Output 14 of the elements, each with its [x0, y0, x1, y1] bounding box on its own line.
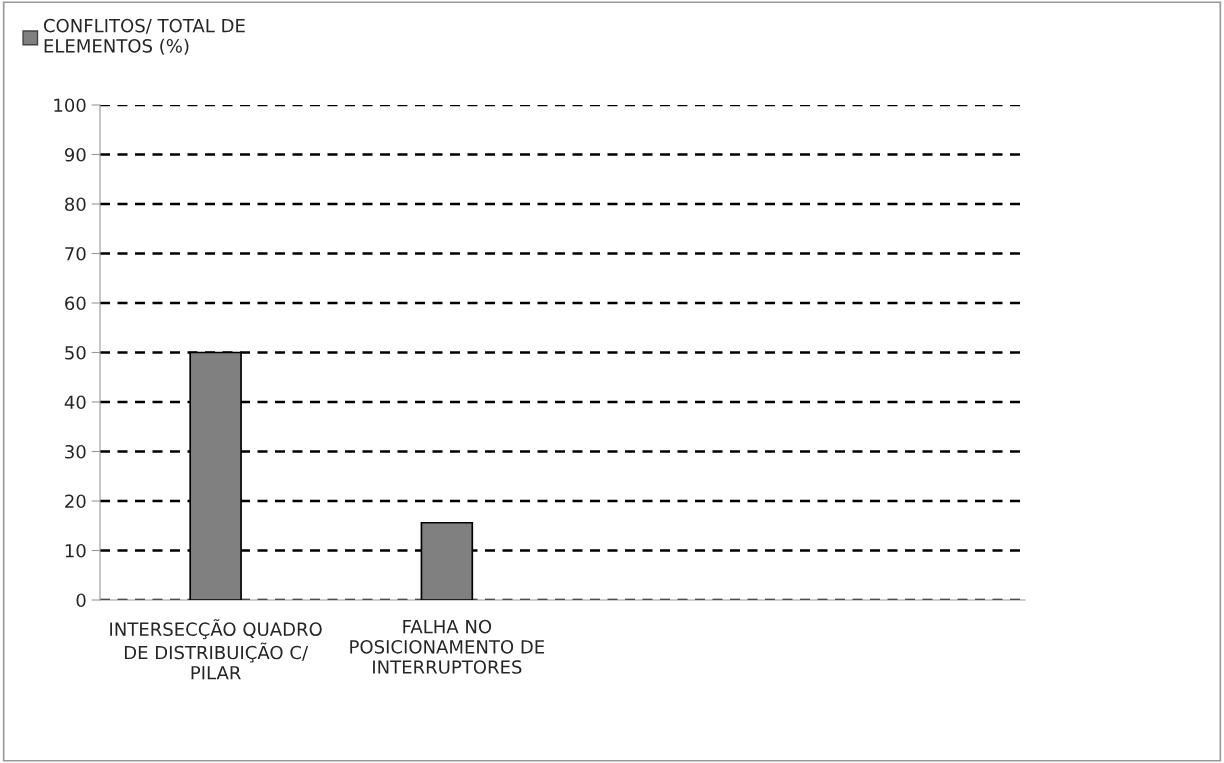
y-tick-label: 30: [65, 444, 86, 459]
y-tick-label: 80: [65, 197, 86, 212]
legend-label: CONFLITOS/ TOTAL DE ELEMENTOS (%): [43, 18, 245, 55]
y-tick-label: 100: [54, 98, 86, 113]
y-tick-label: 90: [64, 147, 86, 162]
y-tick-label: 70: [65, 246, 86, 261]
y-tick-label: 40: [64, 395, 86, 410]
y-tick-label: 60: [65, 296, 86, 311]
y-tick-label: 0: [76, 593, 86, 608]
y-tick-label: 20: [65, 494, 86, 509]
y-tick-label: 10: [65, 543, 86, 558]
y-tick-label: 50: [65, 345, 86, 360]
x-tick-label: INTERSECÇÃO QUADRO DE DISTRIBUIÇÃO C/ PILAR: [110, 619, 322, 680]
x-tick-label: FALHA NO POSICIONAMENTO DE INTERRUPTORES: [350, 619, 545, 674]
